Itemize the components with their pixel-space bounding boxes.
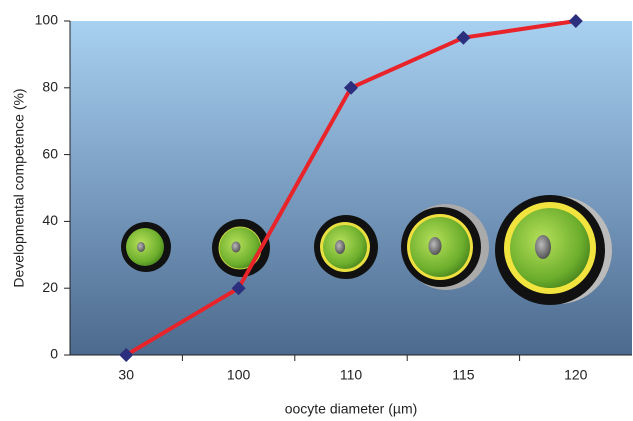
x-tick-label: 100 <box>227 367 251 383</box>
y-tick-label: 20 <box>42 279 58 295</box>
x-axis-label: oocyte diameter (µm) <box>285 401 418 417</box>
y-tick-label: 40 <box>42 212 58 228</box>
x-tick-label: 30 <box>118 367 134 383</box>
chart: Developmental competence (%) oocyte diam… <box>0 0 633 421</box>
x-tick-label: 110 <box>340 367 363 383</box>
x-tick-label: 115 <box>452 367 475 383</box>
y-tick-label: 100 <box>35 12 59 28</box>
y-tick-label: 80 <box>42 79 58 95</box>
y-tick-label: 0 <box>50 346 58 362</box>
y-tick-label: 60 <box>42 145 58 161</box>
x-tick-label: 120 <box>564 367 588 383</box>
page: {"chart_data": {"type": "line", "x_label… <box>0 0 633 421</box>
y-axis-label: Developmental competence (%) <box>11 88 27 287</box>
